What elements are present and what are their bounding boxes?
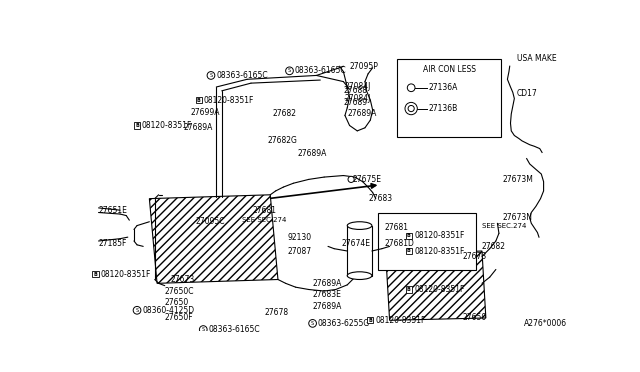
Circle shape [133,307,141,314]
Text: 27650F: 27650F [164,314,193,323]
Text: 27682G: 27682G [268,137,298,145]
Text: 08363-6255G: 08363-6255G [318,319,370,328]
Text: 08363-6165C: 08363-6165C [295,66,346,75]
Text: S: S [202,327,205,332]
Text: SEE SEC.274: SEE SEC.274 [242,217,286,223]
Bar [378,212,476,270]
Text: 27095P: 27095P [349,62,378,71]
Text: S: S [311,321,314,326]
Text: 27689A: 27689A [312,279,342,288]
Text: 27682: 27682 [482,242,506,251]
Ellipse shape [348,272,372,279]
Text: 08120-8351F: 08120-8351F [414,247,465,256]
Text: 27136A: 27136A [428,83,458,92]
Ellipse shape [348,222,372,230]
Text: 27689A: 27689A [312,302,342,311]
Text: B: B [196,97,200,103]
Text: 08120-8351F: 08120-8351F [414,285,465,294]
Text: 27650: 27650 [463,314,487,323]
Text: 08120-8351F: 08120-8351F [204,96,253,105]
Text: 27185F: 27185F [99,239,127,248]
Text: S: S [288,68,291,73]
Circle shape [207,71,215,79]
Text: 08120-8351F: 08120-8351F [141,121,192,130]
Text: SEE SEC.274: SEE SEC.274 [482,222,526,228]
FancyBboxPatch shape [367,317,373,323]
Text: 27087: 27087 [288,247,312,256]
Polygon shape [386,251,486,320]
Text: B: B [93,272,97,277]
Text: 08120-8351F: 08120-8351F [414,231,465,240]
Text: 27673: 27673 [170,275,195,284]
Text: 27683E: 27683E [312,291,342,299]
FancyBboxPatch shape [406,286,412,293]
Bar [397,58,501,137]
FancyBboxPatch shape [134,122,140,129]
Text: 92130: 92130 [288,232,312,242]
Text: 08363-6165C: 08363-6165C [216,71,268,80]
Text: 27084J: 27084J [345,94,371,103]
Text: 27681D: 27681D [384,239,414,248]
Text: 08120-8351F: 08120-8351F [101,270,151,279]
Text: USA MAKE: USA MAKE [516,54,556,63]
Circle shape [405,102,417,115]
FancyBboxPatch shape [406,232,412,239]
Text: 08360-4125D: 08360-4125D [143,306,195,315]
Text: 27689A: 27689A [297,150,326,158]
Text: 27095C: 27095C [196,217,225,226]
Text: 27683: 27683 [368,194,392,203]
Text: 27673: 27673 [463,252,487,261]
Text: CD17: CD17 [516,89,538,97]
Text: B: B [407,248,411,253]
Text: 27650C: 27650C [164,286,195,295]
Text: 27689A: 27689A [348,109,376,118]
Text: 27678: 27678 [265,308,289,317]
Circle shape [407,84,415,92]
Text: 08363-6165C: 08363-6165C [209,325,260,334]
Text: 27136B: 27136B [428,104,458,113]
Text: B: B [135,123,139,128]
Text: 27084J: 27084J [345,83,371,92]
FancyBboxPatch shape [406,248,412,254]
Text: A276*0006: A276*0006 [524,319,566,328]
Text: 27699A: 27699A [191,108,220,117]
Text: 27689: 27689 [344,98,367,107]
Text: 27651E: 27651E [99,206,127,215]
Text: 27689A: 27689A [183,123,212,132]
Text: 27681: 27681 [384,224,408,232]
Polygon shape [149,195,278,283]
Circle shape [408,106,414,112]
Text: 27681: 27681 [253,206,276,215]
Text: S: S [136,308,139,313]
Bar [348,225,372,276]
Text: B: B [407,287,411,292]
Text: 27650: 27650 [164,298,189,307]
Text: B: B [407,233,411,238]
Text: 27673M: 27673M [502,175,533,184]
Text: S: S [209,73,212,78]
Text: 08120-8351F: 08120-8351F [376,316,426,325]
FancyBboxPatch shape [92,271,99,277]
FancyBboxPatch shape [196,97,202,103]
Circle shape [348,176,354,183]
Text: AIR CON LESS: AIR CON LESS [423,65,476,74]
Circle shape [200,326,207,333]
Text: 27674E: 27674E [342,239,371,248]
Circle shape [308,320,316,327]
Text: 27688: 27688 [344,86,367,95]
Text: 27673N: 27673N [502,214,532,222]
Text: 27682: 27682 [273,109,296,118]
Circle shape [285,67,293,75]
Text: 27675E: 27675E [353,175,381,184]
Text: B: B [369,318,372,323]
